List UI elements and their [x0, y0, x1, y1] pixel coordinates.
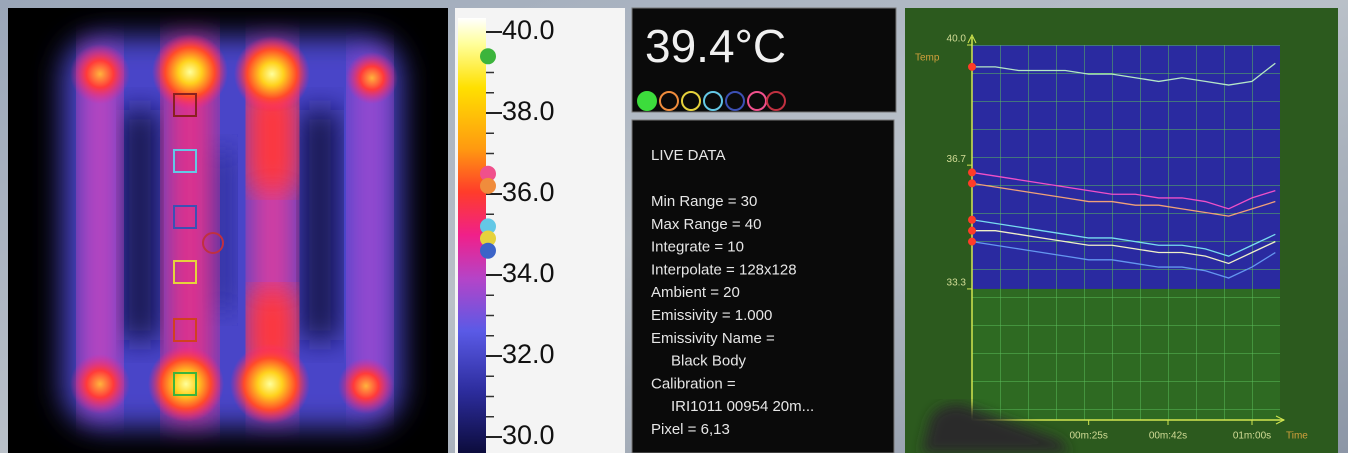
live-data-line: Ambient = 20: [651, 284, 740, 301]
x-tick-label: 00m:25s: [1069, 431, 1107, 442]
live-data-panel: LIVE DATA Min Range = 30 Max Range = 40 In…: [632, 120, 894, 453]
scale-tick-label: 36.0: [502, 177, 555, 207]
temperature-readout: 39.4°C: [645, 20, 786, 72]
live-data-line: Calibration =: [651, 375, 736, 392]
x-axis-label: Time: [1286, 431, 1308, 442]
readout-panel: 39.4°C: [632, 8, 896, 112]
x-tick-label: 00m:42s: [1149, 431, 1187, 442]
live-data-line: Min Range = 30: [651, 193, 757, 210]
scale-tick-label: 38.0: [502, 96, 555, 126]
y-tick-label: 33.3: [947, 278, 967, 289]
live-data-line: Integrate = 10: [651, 239, 744, 256]
page: 40.0 38.0 36.0 34.0 32.0 30.0 39.4°C LIVE DAT…: [0, 0, 1348, 453]
live-data-line: Pixel = 6,13: [651, 421, 730, 438]
scale-marker: [480, 178, 496, 194]
live-data-line: Emissivity Name =: [651, 330, 775, 347]
scale-tick-label: 40.0: [502, 15, 555, 45]
scale-marker: [480, 48, 496, 64]
color-scale: 40.0 38.0 36.0 34.0 32.0 30.0: [455, 8, 625, 453]
thermal-image: [8, 8, 448, 453]
live-data-line: Interpolate = 128x128: [651, 261, 797, 278]
y-tick-label: 36.7: [947, 154, 967, 165]
live-data-line: Emissivity = 1.000: [651, 307, 772, 324]
series-start-marker: [968, 168, 976, 176]
scale-tick-label: 32.0: [502, 339, 555, 369]
series-start-marker: [968, 63, 976, 71]
live-data-line: IRI1011 00954 20m...: [671, 398, 814, 415]
series-start-marker: [968, 179, 976, 187]
screen: 40.0 38.0 36.0 34.0 32.0 30.0 39.4°C LIVE DAT…: [0, 0, 1348, 453]
live-data-line: Black Body: [671, 353, 747, 370]
scale-marker: [480, 243, 496, 259]
x-tick-label: 01m:00s: [1233, 431, 1271, 442]
series-start-marker: [968, 238, 976, 246]
series-start-marker: [968, 216, 976, 224]
scale-tick-label: 30.0: [502, 420, 555, 450]
live-data-line: Max Range = 40: [651, 216, 762, 233]
chart: 40.0 36.7 33.3 00m:25s 00m:42s 01m:00s Temp Tim…: [905, 8, 1338, 453]
scale-tick-label: 34.0: [502, 258, 555, 288]
y-axis-label: Temp: [915, 53, 940, 64]
live-data-title: LIVE DATA: [651, 147, 725, 164]
series-start-marker: [968, 227, 976, 235]
y-tick-label: 40.0: [947, 34, 967, 45]
